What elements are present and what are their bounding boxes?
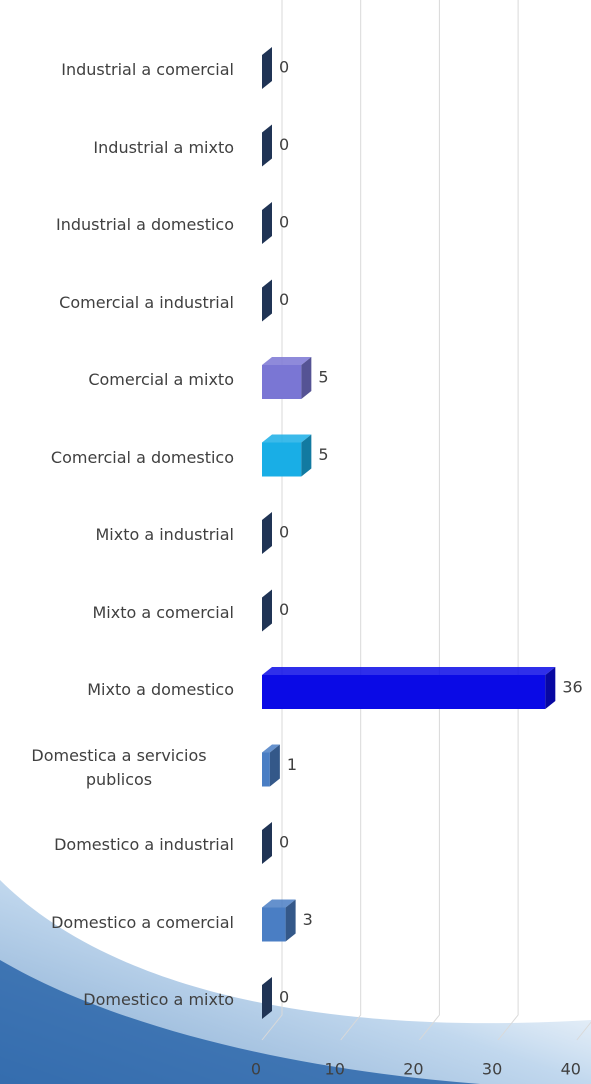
bar <box>262 512 272 554</box>
bar-side <box>262 512 272 554</box>
bar-top <box>262 357 312 365</box>
bar-top <box>262 744 280 753</box>
y-tick-label: Mixto a industrial <box>95 525 234 544</box>
y-tick-label: Domestico a comercial <box>51 912 234 932</box>
grid-line <box>340 0 362 1041</box>
x-tick-label: 30 <box>482 1060 502 1079</box>
bar-front <box>262 442 302 477</box>
bar-side <box>262 47 272 89</box>
y-tick-label: Industrial a mixto <box>93 137 234 157</box>
y-tick-label: Domestico a industrial <box>54 835 234 854</box>
value-label: 36 <box>562 678 582 697</box>
bar-top <box>262 434 312 443</box>
y-tick-label: Comercial a mixto <box>88 370 234 389</box>
bar-side <box>262 279 272 322</box>
value-label: 5 <box>318 445 328 464</box>
value-label: 0 <box>279 213 289 232</box>
bar-side <box>262 124 272 167</box>
bar <box>262 124 272 167</box>
y-tick-label: Domestico a mixto <box>83 990 234 1009</box>
y-tick-label: Mixto a comercial <box>92 602 235 622</box>
x-tick-label: 0 <box>251 1060 261 1079</box>
bar <box>262 667 556 709</box>
bar-front <box>262 365 302 399</box>
value-label: 0 <box>279 290 289 309</box>
bar-front <box>262 752 270 787</box>
bar-front <box>262 675 546 709</box>
bar <box>262 357 312 399</box>
background-swoosh <box>0 960 480 1084</box>
value-label: 1 <box>287 755 297 774</box>
bar-top <box>262 899 296 908</box>
value-label: 5 <box>318 368 328 387</box>
y-tick-label: Domestica a servicios publicos <box>31 745 207 789</box>
y-tick-label: Industrial a domestico <box>55 215 234 234</box>
bar-side <box>301 434 312 477</box>
y-tick-label: Mixto a domestico <box>87 680 234 699</box>
x-tick-label: 10 <box>325 1060 345 1079</box>
y-tick-label: Comercial a industrial <box>59 292 234 312</box>
y-tick-label: Comercial a domestico <box>50 447 234 467</box>
bar-side <box>285 899 296 942</box>
value-label: 0 <box>279 523 289 542</box>
value-label: 3 <box>303 910 313 929</box>
bar <box>262 47 272 89</box>
bar-side <box>545 667 556 709</box>
bar-front <box>262 907 286 942</box>
value-label: 0 <box>279 58 289 77</box>
bar-top <box>262 667 556 675</box>
value-label: 0 <box>279 988 289 1007</box>
bar <box>262 434 312 477</box>
bar-side <box>301 357 312 399</box>
bar <box>262 202 272 244</box>
bar <box>262 744 280 787</box>
value-label: 0 <box>279 600 289 619</box>
grid-line <box>419 0 440 1041</box>
value-label: 0 <box>279 135 289 154</box>
bar <box>262 822 272 864</box>
bar-side <box>262 977 272 1019</box>
y-tick-label: Industrial a comercial <box>61 60 234 79</box>
grid-line <box>497 0 519 1041</box>
bar-side <box>262 202 272 244</box>
bar-side <box>262 822 272 864</box>
bar <box>262 589 272 632</box>
x-tick-label: 20 <box>403 1060 423 1079</box>
x-tick-label: 40 <box>561 1060 581 1079</box>
bar <box>262 899 296 942</box>
grid-line <box>261 0 283 1041</box>
bar <box>262 977 272 1019</box>
value-label: 0 <box>279 833 289 852</box>
bar <box>262 279 272 322</box>
bar-side <box>269 744 280 787</box>
grid-line <box>576 1021 591 1041</box>
bar-side <box>262 589 272 632</box>
